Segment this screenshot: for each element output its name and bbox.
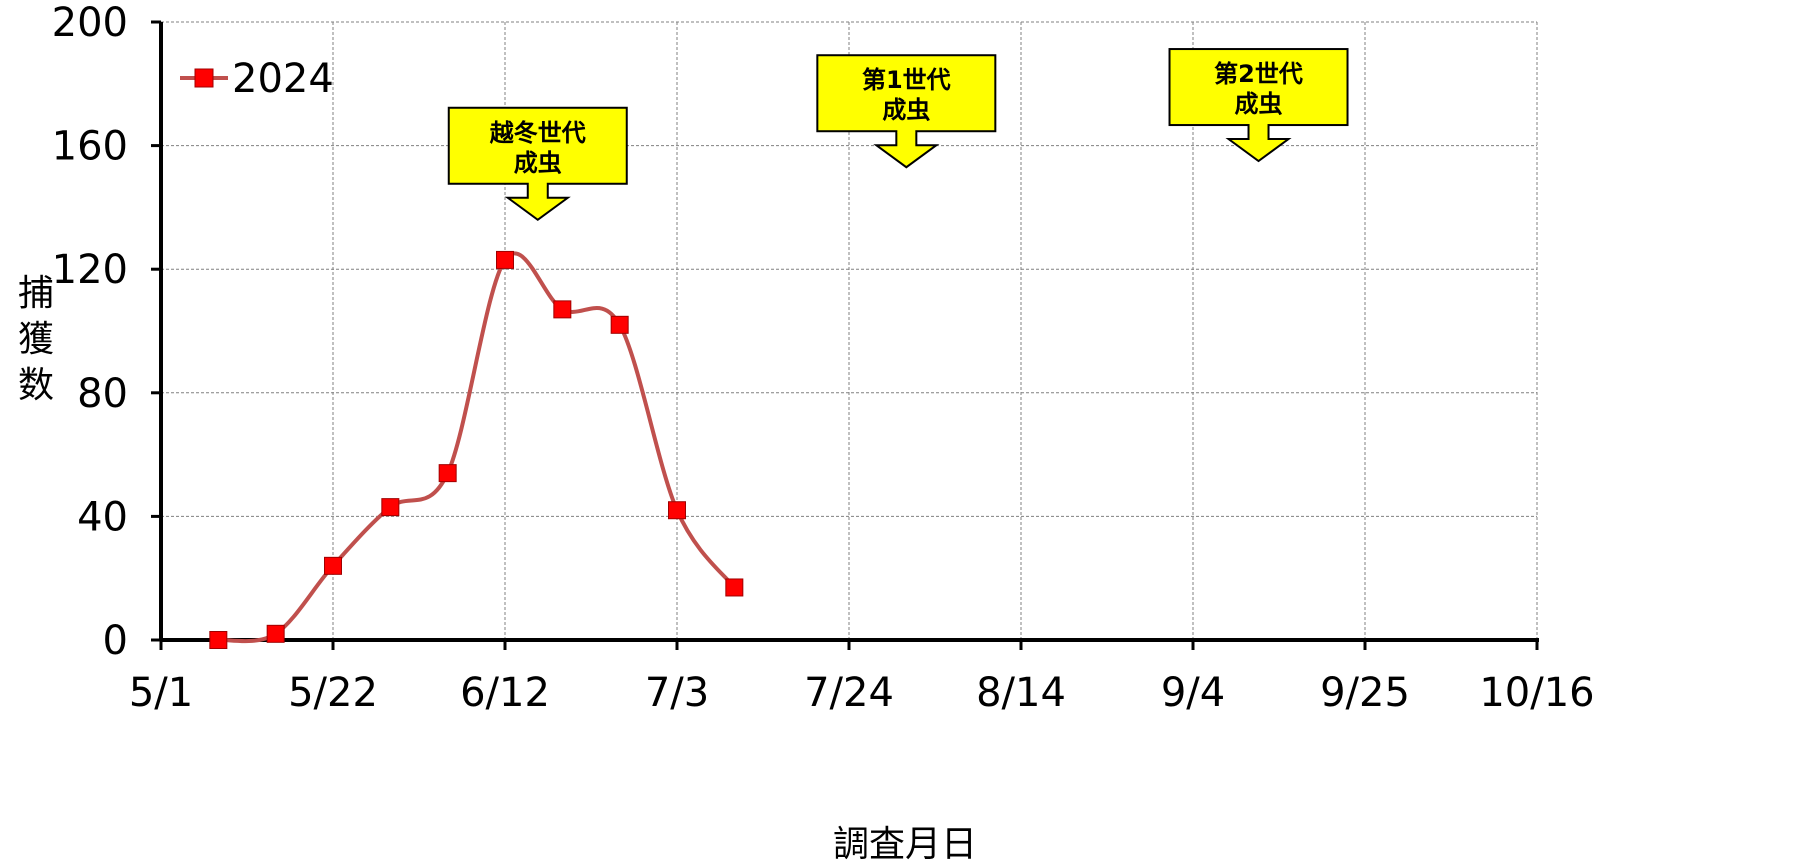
callout-line1: 越冬世代	[490, 119, 586, 147]
data-point	[381, 498, 400, 517]
callout-box	[816, 54, 997, 133]
legend-swatch-marker	[194, 68, 214, 88]
x-tick-label: 7/24	[804, 670, 894, 716]
x-tick-label: 6/12	[460, 670, 550, 716]
legend-label: 2024	[232, 56, 334, 102]
x-tick-label: 5/1	[129, 670, 193, 716]
callout-box	[1168, 48, 1349, 127]
y-tick-label: 120	[52, 247, 128, 293]
y-axis-title: 捕獲数	[18, 273, 54, 406]
x-tick-label: 7/3	[645, 670, 709, 716]
axes: 5/1 5/22 6/12 7/3 7/24 8/14 9/4 9/25 10/16 0 40 80 1…	[52, 0, 1595, 716]
y-tick-label: 80	[77, 371, 128, 417]
series-line	[218, 251, 736, 644]
data-point	[438, 464, 457, 483]
y-tick-label: 0	[103, 618, 128, 664]
y-tick-label: 160	[52, 124, 128, 170]
x-tick-label: 5/22	[288, 670, 378, 716]
data-point	[725, 578, 744, 597]
callout-line2: 成虫	[1235, 90, 1283, 118]
data-point	[209, 631, 228, 649]
x-axis-title: 調査月日	[833, 824, 977, 864]
x-tick-label: 10/16	[1479, 670, 1594, 716]
callout-line1: 第1世代	[862, 66, 951, 94]
callout-line2: 成虫	[514, 149, 562, 177]
data-point	[553, 300, 572, 319]
y-tick-label: 40	[77, 494, 128, 540]
x-tick-label: 9/25	[1320, 670, 1410, 716]
data-point	[496, 250, 514, 269]
legend: 2024	[180, 56, 334, 102]
x-tick-label: 9/4	[1161, 670, 1225, 716]
x-tick-label: 8/14	[976, 670, 1066, 716]
data-point	[324, 556, 342, 575]
callout-line1: 第2世代	[1214, 60, 1303, 88]
series-layer	[209, 250, 744, 649]
data-point	[668, 501, 686, 520]
y-tick-label: 200	[52, 0, 128, 46]
data-point	[266, 624, 285, 643]
callout-line2: 成虫	[882, 96, 930, 124]
callout-box	[447, 106, 628, 185]
data-point	[610, 315, 629, 334]
